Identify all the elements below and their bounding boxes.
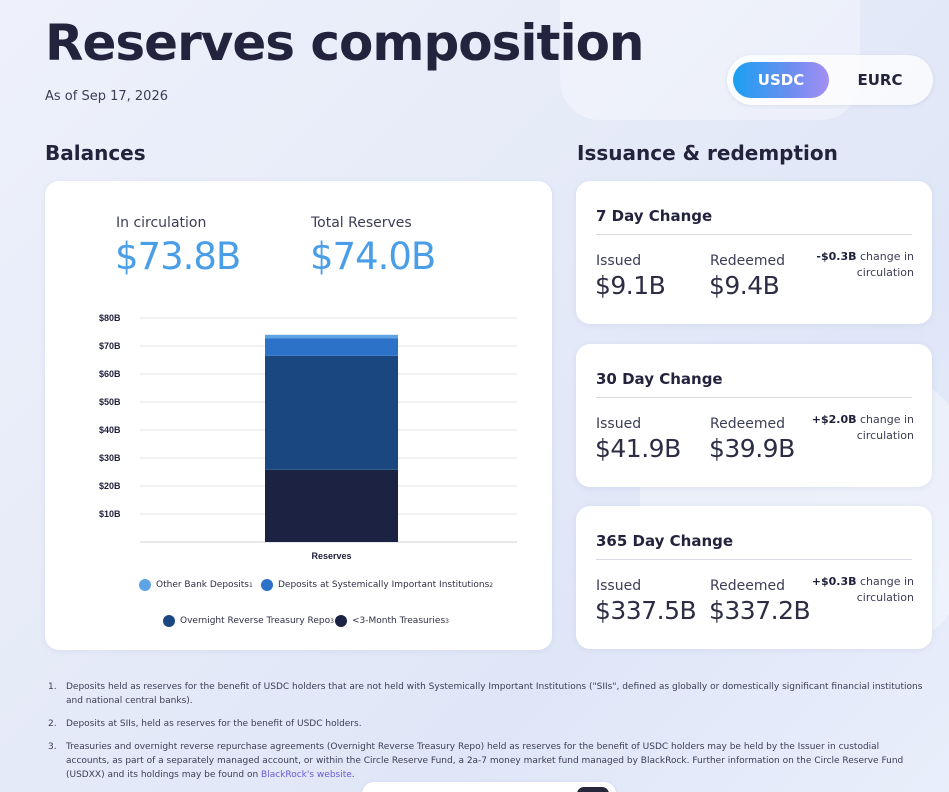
currency-toggle: USDC EURC xyxy=(727,55,933,105)
legend-label: Overnight Reverse Treasury Repo xyxy=(180,616,331,626)
circulation-change: +$2.0B change in circulation xyxy=(804,412,914,444)
footnote: 2. Deposits at SIIs, held as reserves fo… xyxy=(45,717,925,731)
issued-label: Issued xyxy=(596,416,642,432)
in-circulation-value: $73.8B xyxy=(115,235,241,278)
change-card-365-day: 365 Day Change Issued $337.5B Redeemed $… xyxy=(576,506,932,649)
as-of-date: As of Sep 17, 2026 xyxy=(45,89,168,104)
balances-card: In circulation $73.8B Total Reserves $74… xyxy=(45,181,552,650)
blackrock-website-link[interactable]: BlackRock's website xyxy=(261,770,352,780)
footnote-ref: 2 xyxy=(489,581,494,589)
divider xyxy=(596,559,912,560)
change-card-title: 7 Day Change xyxy=(596,207,713,225)
reserves-chart: $10B $20B $30B $40B $50B $60B $70B $80B Reserves xyxy=(99,313,517,561)
change-card-title: 30 Day Change xyxy=(596,370,723,388)
legend-deposits-sii: Deposits at Systemically Important Insti… xyxy=(261,579,493,591)
circulation-change: +$0.3B change in circulation xyxy=(804,574,914,606)
bar-segment-deposits-at-systemically-important-institutions xyxy=(265,338,398,356)
legend-other-bank-deposits: Other Bank Deposits 1 xyxy=(139,579,253,591)
legend-swatch xyxy=(139,579,151,591)
footnote-text: Deposits held as reserves for the benefi… xyxy=(66,682,923,706)
legend-swatch xyxy=(335,615,347,627)
issued-label: Issued xyxy=(596,253,642,269)
footnote-number: 1. xyxy=(48,682,57,692)
bar-segment-overnight-reverse-treasury-repo xyxy=(265,355,398,470)
legend-swatch xyxy=(163,615,175,627)
footnote-number: 3. xyxy=(48,742,57,752)
redeemed-label: Redeemed xyxy=(710,253,785,269)
circulation-change: -$0.3B change in circulation xyxy=(804,249,914,281)
legend-swatch xyxy=(261,579,273,591)
footnote-ref: 3 xyxy=(445,617,449,625)
footnote-number: 2. xyxy=(48,719,57,729)
divider xyxy=(596,397,912,398)
total-reserves-label: Total Reserves xyxy=(311,215,412,231)
floating-toolbar[interactable] xyxy=(362,782,616,792)
total-reserves-value: $74.0B xyxy=(310,235,436,278)
legend-label: Deposits at Systemically Important Insti… xyxy=(278,580,490,590)
y-tick-label: $60B xyxy=(99,369,121,379)
footnote-text: Treasuries and overnight reverse repurch… xyxy=(66,742,904,780)
in-circulation-label: In circulation xyxy=(116,215,207,231)
change-suffix: change in circulation xyxy=(856,575,914,604)
redeemed-value: $9.4B xyxy=(709,271,780,300)
y-tick-label: $70B xyxy=(99,341,121,351)
footnotes: 1. Deposits held as reserves for the ben… xyxy=(45,680,925,791)
y-tick-label: $20B xyxy=(99,481,121,491)
footnote-tail: . xyxy=(351,770,355,780)
page-title: Reserves composition xyxy=(45,14,645,72)
legend-label: Other Bank Deposits xyxy=(156,580,249,590)
change-suffix: change in circulation xyxy=(856,413,914,442)
redeemed-value: $337.2B xyxy=(709,596,811,625)
y-tick-label: $50B xyxy=(99,397,121,407)
issued-value: $9.1B xyxy=(595,271,666,300)
footnote-text: Deposits at SIIs, held as reserves for t… xyxy=(66,719,362,729)
change-amount: -$0.3B xyxy=(816,250,857,263)
redeemed-label: Redeemed xyxy=(710,416,785,432)
bar-segment-3-month-treasuries xyxy=(265,469,398,542)
issued-label: Issued xyxy=(596,578,642,594)
change-amount: +$0.3B xyxy=(811,575,857,588)
change-suffix: change in circulation xyxy=(856,250,914,279)
change-card-title: 365 Day Change xyxy=(596,532,734,550)
issued-value: $337.5B xyxy=(595,596,697,625)
y-tick-label: $30B xyxy=(99,453,121,463)
redeemed-value: $39.9B xyxy=(709,434,795,463)
floating-toolbar-button[interactable] xyxy=(577,787,609,792)
legend-label: <3-Month Treasuries xyxy=(352,616,446,626)
footnote-ref: 3 xyxy=(330,617,334,625)
legend-overnight-repo: Overnight Reverse Treasury Repo 3 xyxy=(163,615,334,627)
toggle-usdc-button[interactable]: USDC xyxy=(733,62,829,98)
issued-value: $41.9B xyxy=(595,434,681,463)
redeemed-label: Redeemed xyxy=(710,578,785,594)
change-amount: +$2.0B xyxy=(811,413,857,426)
change-card-30-day: 30 Day Change Issued $41.9B Redeemed $39… xyxy=(576,344,932,487)
y-tick-label: $40B xyxy=(99,425,121,435)
x-category-label: Reserves xyxy=(311,551,351,561)
footnote: 1. Deposits held as reserves for the ben… xyxy=(45,680,925,708)
y-tick-label: $10B xyxy=(99,509,121,519)
bar-segment-other-bank-deposits xyxy=(265,334,398,339)
change-card-7-day: 7 Day Change Issued $9.1B Redeemed $9.4B… xyxy=(576,181,932,324)
toggle-eurc-button[interactable]: EURC xyxy=(857,71,903,89)
y-tick-label: $80B xyxy=(99,313,121,323)
issuance-section-title: Issuance & redemption xyxy=(577,141,838,165)
footnote: 3. Treasuries and overnight reverse repu… xyxy=(45,740,925,782)
footnote-ref: 1 xyxy=(248,581,253,589)
divider xyxy=(596,234,912,235)
balances-section-title: Balances xyxy=(45,141,146,165)
legend-treasuries: <3-Month Treasuries 3 xyxy=(335,615,449,627)
